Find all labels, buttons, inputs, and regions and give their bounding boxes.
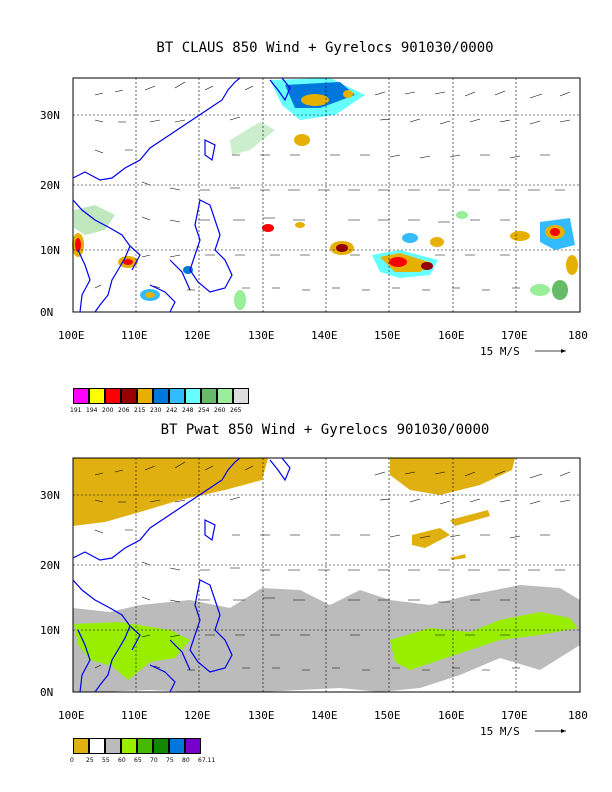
lon-label: 120E [184,709,211,722]
colorbar-swatch [169,388,185,404]
scale-arrow [535,729,566,733]
lat-label: 0N [40,306,53,319]
colorbar-label: 55 [102,757,110,764]
colorbar-swatch [233,388,249,404]
colorbar-label: 200 [102,407,114,414]
grid-lines [73,78,580,312]
lon-label: 170E [501,329,528,342]
colorbar-label: 248 [182,407,194,414]
coastlines [72,457,291,693]
wind-vectors [94,461,571,671]
coastlines [72,77,291,313]
colorbar-label: 265 [230,407,242,414]
colorbar-swatch [121,738,137,754]
lat-label: 0N [40,686,53,699]
lat-label: 10N [40,624,60,637]
colorbar-swatch [73,738,89,754]
wind-vectors [94,81,571,291]
lon-label: 100E [58,329,85,342]
lon-label: 160E [438,329,465,342]
colorbar-swatch [89,738,105,754]
colorbar-label: 194 [86,407,98,414]
colorbar-label: 206 [118,407,130,414]
lat-label: 30N [40,109,60,122]
colorbar-label: 75 [166,757,174,764]
colorbar-swatch [153,388,169,404]
lon-label: 140E [311,709,338,722]
lon-label: 100E [58,709,85,722]
lon-label: 180 [568,709,588,722]
lat-label: 10N [40,244,60,257]
cloud-features [72,78,578,310]
lon-label: 180 [568,329,588,342]
map-frame [72,457,581,693]
lon-label: 170E [501,709,528,722]
colorbar-swatch [185,738,201,754]
colorbar-label: 242 [166,407,178,414]
lon-label: 150E [374,329,401,342]
colorbar-swatch [105,738,121,754]
lat-label: 20N [40,179,60,192]
scale-label: 15 M/S [480,345,520,358]
lon-label: 110E [121,709,148,722]
lon-label: 110E [121,329,148,342]
colorbar-swatch [169,738,185,754]
colorbar-label: 254 [198,407,210,414]
lon-label: 130E [248,329,275,342]
colorbar-label: 0 [70,757,74,764]
colorbar-label: 25 [86,757,94,764]
colorbar-label: 70 [150,757,158,764]
colorbar-label: 80 [182,757,190,764]
lon-label: 120E [184,329,211,342]
colorbar-swatch [137,738,153,754]
lon-label: 130E [248,709,275,722]
colorbar-label: 67.11 [198,757,216,764]
lon-label: 150E [374,709,401,722]
colorbar-swatch [137,388,153,404]
colorbar-swatch [121,388,137,404]
colorbar-swatch [217,388,233,404]
top-map-title: BT CLAUS 850 Wind + Gyrelocs 901030/0000 [156,40,494,56]
colorbar-label: 215 [134,407,146,414]
grid-lines [73,458,580,692]
colorbar-label: 230 [150,407,162,414]
colorbar-swatch [185,388,201,404]
map-frame [72,77,581,313]
pwat-regions [73,458,580,692]
colorbar-label: 260 [214,407,226,414]
lon-label: 140E [311,329,338,342]
bottom-map-title: BT Pwat 850 Wind + Gyrelocs 901030/0000 [160,422,490,438]
colorbar-label: 191 [70,407,82,414]
colorbar-label: 60 [118,757,126,764]
colorbar-swatch [73,388,89,404]
lon-label: 160E [438,709,465,722]
bottom-map-panel: 0N 10N 20N 30N 100E 110E 120E 130E 140E … [40,457,588,738]
lat-label: 30N [40,489,60,502]
scale-label: 15 M/S [480,725,520,738]
top-map-panel: 0N 10N 20N 30N 100E 110E 120E 130E 140E … [40,77,588,358]
colorbar-label: 65 [134,757,142,764]
scale-arrow [535,349,566,353]
lat-label: 20N [40,559,60,572]
colorbar-swatch [153,738,169,754]
colorbar-swatch [89,388,105,404]
colorbar-swatch [201,388,217,404]
colorbar-swatch [105,388,121,404]
